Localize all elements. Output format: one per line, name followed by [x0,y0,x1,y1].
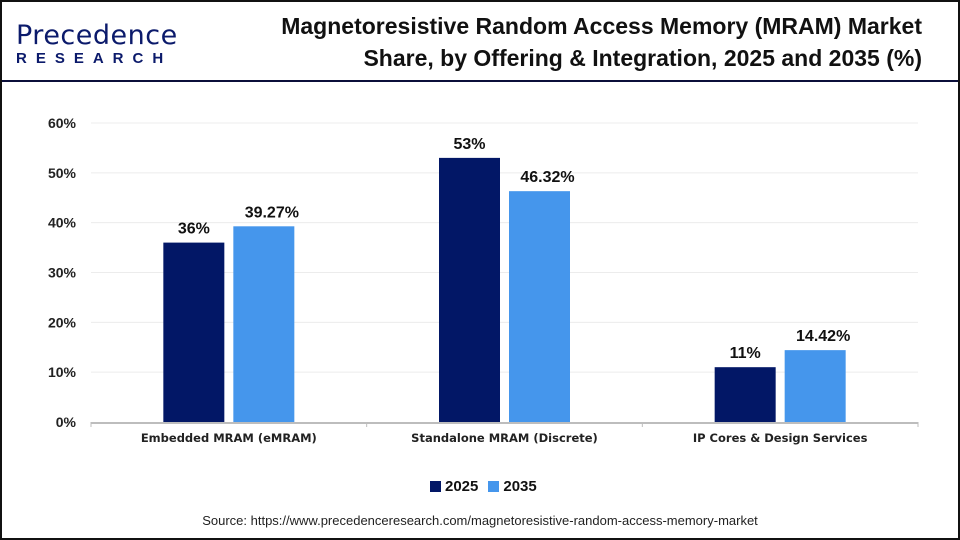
data-label-2035: 39.27% [245,204,299,221]
logo-sub: RESEARCH [16,50,173,67]
y-tick-label: 40% [48,215,77,231]
legend-swatch-2025 [430,481,441,492]
legend-item-2035: 2035 [488,478,537,495]
y-tick-label: 10% [48,364,77,380]
source-note: Source: https://www.precedenceresearch.c… [202,513,758,528]
bar-2025 [714,367,776,422]
x-category-label: Embedded MRAM (eMRAM) [141,431,317,445]
chart-title: Magnetoresistive Random Access Memory (M… [281,13,922,71]
legend-swatch-2035 [488,481,500,492]
bar-2025 [439,157,500,422]
y-tick-label: 50% [48,165,77,181]
logo-main: Precedence [16,20,178,51]
data-label-2025: 53% [453,136,485,153]
data-label-2035: 46.32% [520,169,574,186]
y-tick-label: 20% [48,314,77,330]
legend: 2025 2035 [430,478,537,495]
data-label-2035: 14.42% [796,328,850,345]
y-tick-label: 60% [48,115,77,131]
legend-item-2025: 2025 [430,478,478,495]
legend-label-2035: 2035 [503,478,537,495]
header-divider [2,80,958,82]
bar-2035 [784,350,846,422]
y-tick-label: 0% [56,414,77,430]
x-category-label: IP Cores & Design Services [693,431,868,445]
x-category-label: Standalone MRAM (Discrete) [411,431,598,445]
bar-2035 [509,191,570,422]
logo: Precedence RESEARCH [16,22,178,67]
bar-2035 [233,226,295,422]
y-tick-label: 30% [48,265,77,281]
data-label-2025: 36% [178,221,210,238]
data-label-2025: 11% [730,345,761,362]
legend-label-2025: 2025 [445,478,479,495]
bar-2025 [163,242,225,422]
